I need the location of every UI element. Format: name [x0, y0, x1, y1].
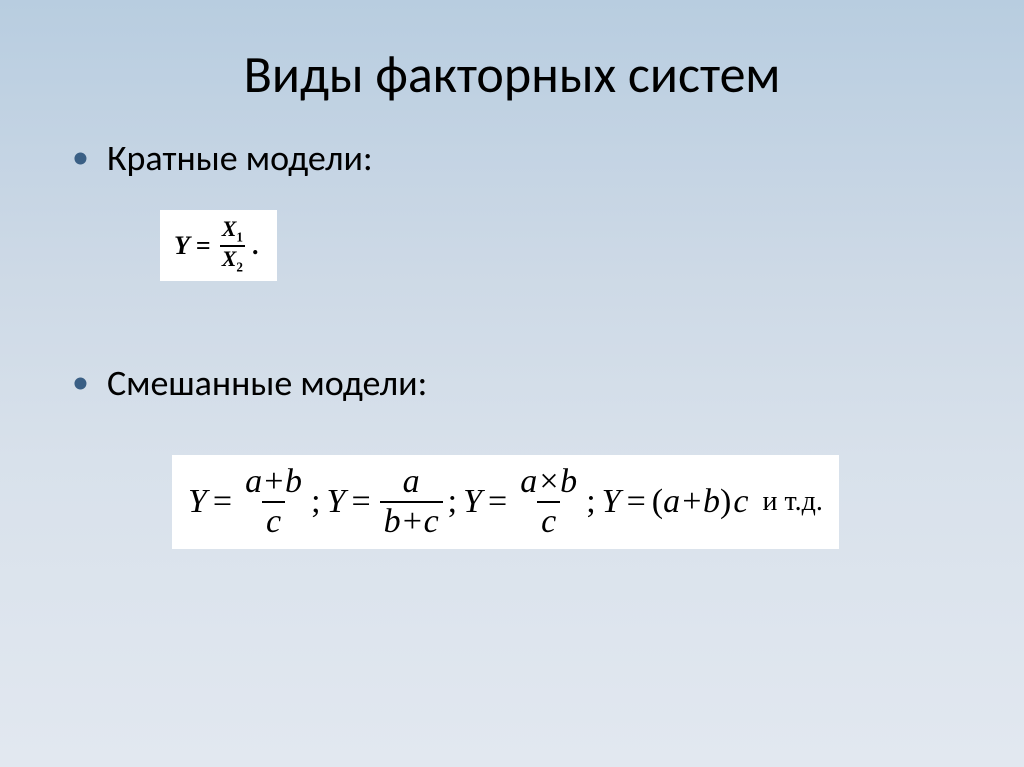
numerator: X1 — [220, 218, 245, 245]
var-y: Y — [463, 483, 482, 521]
formula-smeshannye: Y = a+b c ; Y = a b+c ; Y = a×b — [172, 455, 839, 549]
tail-text: и т.д. — [762, 486, 822, 518]
var-x: X — [222, 216, 237, 241]
paren-open: ( — [652, 483, 663, 521]
trailing-dot: . — [252, 231, 259, 261]
separator: ; — [586, 483, 595, 521]
numerator: a+b — [241, 465, 306, 501]
var-c: c — [733, 483, 748, 521]
var-y: Y — [602, 483, 621, 521]
numerator: a — [399, 465, 424, 501]
denominator: c — [537, 501, 560, 539]
equals: = — [488, 483, 507, 521]
expr-inner: a+b — [663, 483, 720, 521]
slide-title: Виды факторных систем — [0, 0, 1024, 136]
bullet-marker-icon: • — [72, 363, 89, 403]
slide: Виды факторных систем • Кратные модели: … — [0, 0, 1024, 767]
separator: ; — [448, 483, 457, 521]
denominator: b+c — [380, 501, 443, 539]
equals: = — [627, 483, 646, 521]
numerator: a×b — [516, 465, 581, 501]
bullet-marker-icon: • — [72, 138, 89, 178]
var-y: Y — [327, 483, 346, 521]
equals: = — [196, 231, 211, 261]
fraction: a b+c — [380, 465, 443, 539]
equation-row: Y = a+b c ; Y = a b+c ; Y = a×b — [188, 465, 823, 539]
formula-kratnye: Y = X1 X2 . — [160, 210, 277, 281]
bullet-text: Смешанные модели: — [107, 361, 427, 405]
paren-close: ) — [720, 483, 731, 521]
fraction: a×b c — [516, 465, 581, 539]
bullet-item: • Кратные модели: — [72, 136, 964, 180]
bullet-item: • Смешанные модели: — [72, 361, 964, 405]
equals: = — [213, 483, 232, 521]
subscript: 2 — [236, 259, 243, 274]
denominator: c — [262, 501, 285, 539]
equals: = — [351, 483, 370, 521]
separator: ; — [311, 483, 320, 521]
var-y: Y — [188, 483, 207, 521]
fraction: X1 X2 — [220, 218, 245, 273]
equation: Y = X1 X2 . — [174, 218, 259, 273]
var-x: X — [222, 246, 237, 271]
bullet-text: Кратные модели: — [107, 136, 373, 180]
slide-content: • Кратные модели: Y = X1 X2 . • Сме — [0, 136, 1024, 549]
fraction: a+b c — [241, 465, 306, 539]
subscript: 1 — [236, 229, 243, 244]
denominator: X2 — [220, 245, 245, 274]
var-y: Y — [174, 231, 190, 261]
